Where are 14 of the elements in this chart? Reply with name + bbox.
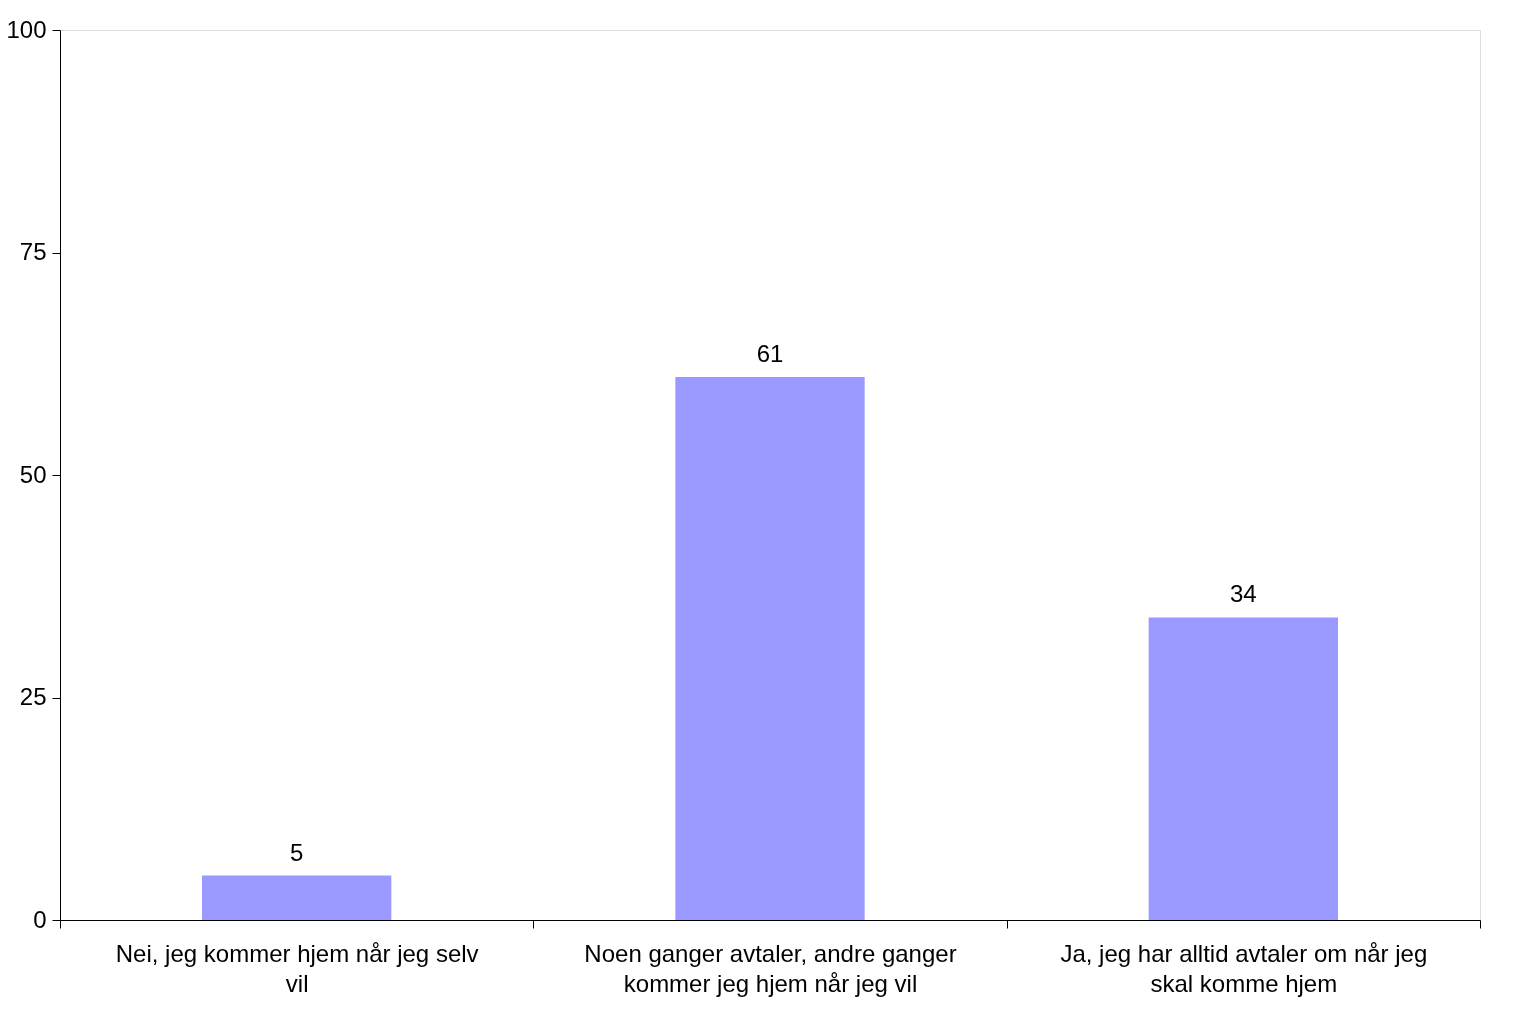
y-tick-label: 25 bbox=[19, 683, 47, 710]
y-tick-label: 100 bbox=[6, 15, 47, 43]
x-tick-label: Noen ganger avtaler, andre ganger kommer jeg hjem når jeg vil bbox=[584, 939, 957, 997]
bar bbox=[675, 377, 865, 920]
data-label: 5 bbox=[289, 838, 304, 866]
x-tick-label: Ja, jeg har alltid avtaler om når jeg skal komme hjem bbox=[1060, 939, 1428, 997]
x-tick-label: Nei, jeg kommer hjem når jeg selv vil bbox=[115, 939, 479, 997]
y-tick-label: 0 bbox=[33, 905, 47, 933]
bar bbox=[202, 875, 392, 920]
y-tick-label: 50 bbox=[19, 460, 47, 488]
data-label: 61 bbox=[756, 340, 784, 368]
data-label: 34 bbox=[1229, 580, 1257, 608]
bar bbox=[1148, 617, 1338, 920]
y-tick-label: 75 bbox=[19, 238, 47, 265]
